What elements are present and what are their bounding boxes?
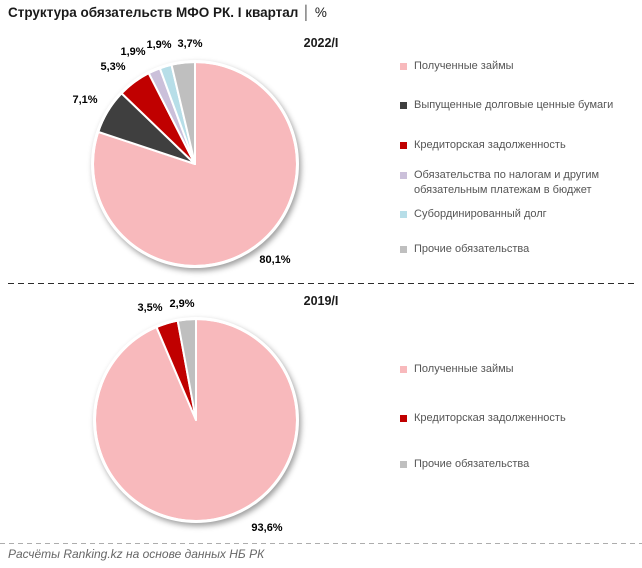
legend-swatch-pink-icon (400, 366, 407, 373)
legend-swatch-red-icon (400, 142, 407, 149)
legend-item-received-loans: Полученные займы (400, 362, 636, 377)
pie-chart-2019 (93, 317, 299, 523)
data-label-2022-received-loans: 80,1% (259, 254, 291, 266)
legend-swatch-gray-icon (400, 246, 407, 253)
legend-swatch-dark-icon (400, 102, 407, 109)
legend-item-received-loans: Полученные займы (400, 59, 636, 74)
title-unit: % (314, 5, 327, 20)
page-title: Структура обязательств МФО РК. I квартал… (8, 5, 327, 20)
legend-label: Субординированный долг (414, 208, 547, 220)
data-label-2022-debt-securities: 7,1% (72, 94, 98, 106)
legend-item-other: Прочие обязательства (400, 457, 636, 472)
legend-label: Прочие обязательства (414, 243, 530, 255)
data-label-2019-payables: 3,5% (137, 302, 163, 314)
dashed-separator-mid (8, 283, 634, 284)
legend-label: Полученные займы (414, 363, 514, 375)
legend-swatch-red-icon (400, 415, 407, 422)
pie-chart-2022 (91, 60, 299, 268)
legend-label: Выпущенные долговые ценные бумаги (414, 99, 614, 111)
footer-source: Расчёты Ranking.kz на основе данных НБ Р… (8, 547, 265, 561)
legend-swatch-lightblue-icon (400, 211, 407, 218)
data-label-2022-payables: 5,3% (100, 61, 126, 73)
legend-item-payables: Кредиторская задолженность (400, 411, 636, 426)
data-label-2019-received-loans: 93,6% (251, 522, 283, 534)
dashed-separator-footer (0, 543, 642, 544)
legend-swatch-pink-icon (400, 63, 407, 70)
legend-item-payables: Кредиторская задолженность (400, 138, 636, 153)
legend-item-subordinated-debt: Субординированный долг (400, 207, 636, 222)
legend-label: Полученные займы (414, 60, 514, 72)
chart-title-2022: 2022/I (303, 36, 339, 50)
data-label-2022-other: 3,7% (177, 38, 203, 50)
data-label-2019-other: 2,9% (169, 298, 195, 310)
data-label-2022-subordinated-debt: 1,9% (146, 39, 172, 51)
legend-label: Кредиторская задолженность (414, 412, 566, 424)
legend-label: Обязательства по налогам и другим обязат… (414, 169, 600, 196)
legend-item-other: Прочие обязательства (400, 242, 636, 257)
legend-swatch-lavender-icon (400, 172, 407, 179)
legend-item-debt-securities: Выпущенные долговые ценные бумаги (400, 98, 636, 113)
legend-label: Прочие обязательства (414, 458, 530, 470)
chart-title-2019: 2019/I (303, 294, 339, 308)
legend-item-tax-obligations: Обязательства по налогам и другим обязат… (400, 168, 636, 198)
data-label-2022-tax-obligations: 1,9% (120, 46, 146, 58)
title-divider: │ (302, 5, 311, 20)
legend-label: Кредиторская задолженность (414, 139, 566, 151)
legend-swatch-gray-icon (400, 461, 407, 468)
page-title-text: Структура обязательств МФО РК. I квартал (8, 5, 299, 20)
